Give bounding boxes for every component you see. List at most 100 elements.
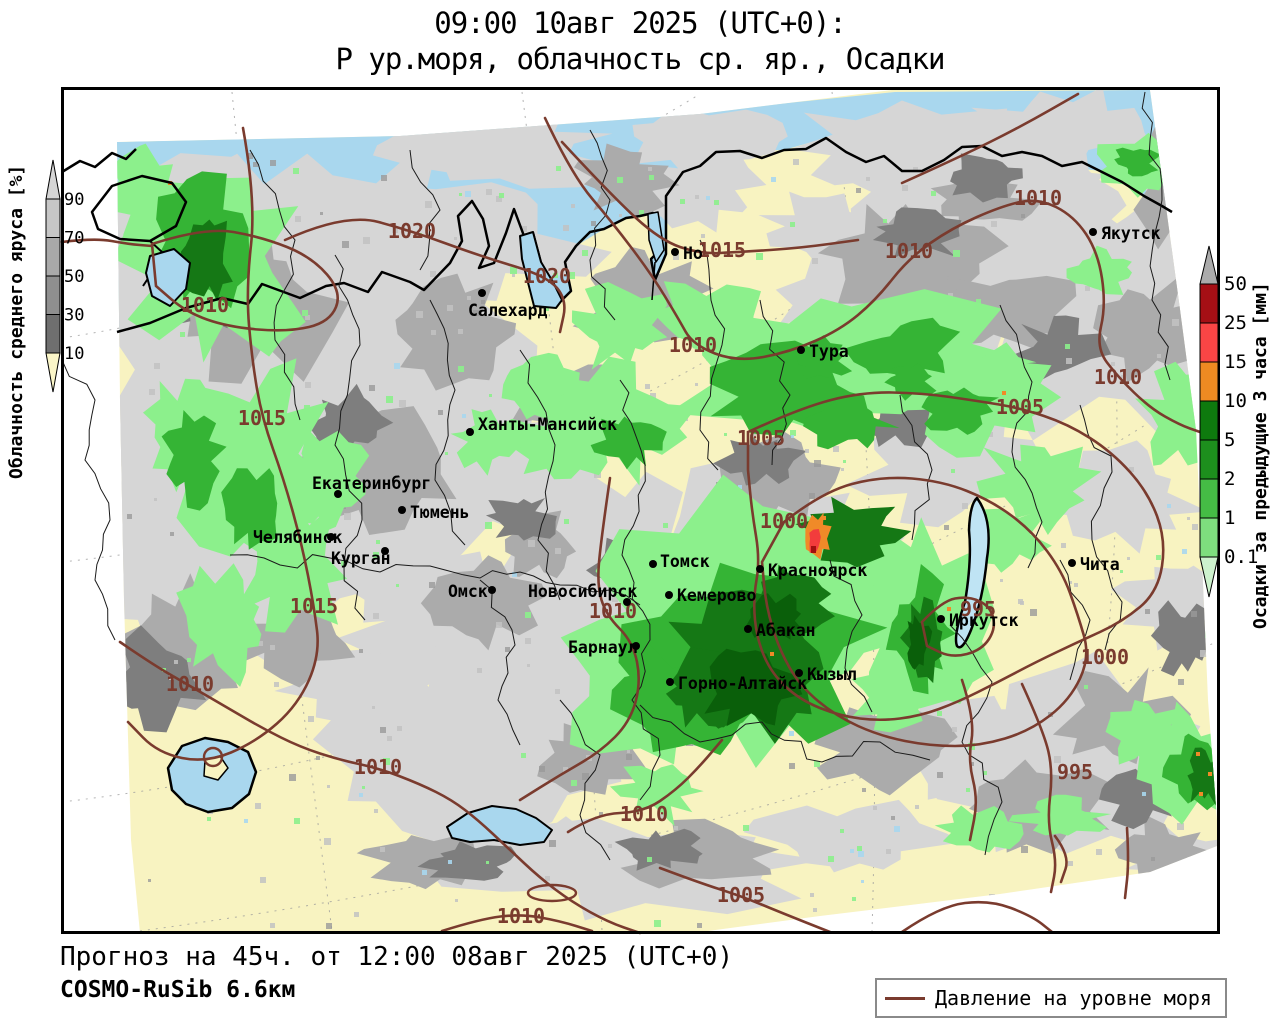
admin-boundary — [249, 149, 301, 421]
city-dot — [795, 669, 803, 677]
city-label: Якутск — [1101, 224, 1161, 243]
colorbar-tick: 70 — [64, 229, 84, 249]
city-barnaul: Барнаул — [568, 638, 640, 657]
precip-layer-darkest — [704, 593, 933, 727]
city-label: Тюмень — [410, 503, 470, 522]
city-label: Кызыл — [807, 665, 857, 684]
isobar-line — [658, 866, 832, 934]
model-name-text: COSMO-RuSib 6.6км — [60, 977, 296, 1003]
city-label: Тура — [809, 342, 849, 361]
city-kurgan: Курган — [331, 547, 391, 568]
city-chita: Чита — [1068, 555, 1120, 574]
city-label: Новосибирск — [528, 582, 637, 601]
city-yakutsk: Якутск — [1089, 224, 1161, 243]
city-chelyabinsk: Челябинск — [253, 528, 342, 547]
isobar-label: 1005 — [737, 426, 785, 450]
admin-boundary — [229, 554, 641, 606]
isobar-label: 1000 — [1081, 645, 1129, 669]
colorbar-arrow-down — [45, 352, 61, 393]
pressure-line-swatch — [885, 996, 925, 1000]
city-norilsk: Но — [671, 244, 703, 263]
coastline — [61, 148, 137, 174]
isobar-line — [566, 738, 724, 834]
isobar-line — [1123, 826, 1130, 900]
city-dot — [649, 560, 657, 568]
admin-boundary — [479, 579, 521, 746]
admin-boundary — [1141, 91, 1171, 381]
admin-boundary — [61, 359, 116, 641]
city-tyumen: Тюмень — [398, 503, 470, 522]
city-label: Но — [683, 244, 703, 263]
admin-boundary — [559, 699, 611, 861]
admin-boundary — [949, 624, 1003, 856]
coastline — [519, 231, 563, 309]
city-label: Челябинск — [253, 528, 342, 547]
isobar-layer — [60, 92, 1202, 935]
isobar-label: 1010 — [354, 755, 402, 779]
city-label: Салехард — [468, 301, 548, 320]
city-tura: Тура — [797, 342, 849, 361]
city-ekaterinburg: Екатеринбург — [312, 474, 431, 498]
city-dot — [1089, 228, 1097, 236]
isobar-line — [920, 596, 996, 657]
colorbar-arrow-down — [1199, 556, 1219, 598]
isobar-line — [560, 140, 860, 255]
isobar-line — [746, 391, 1165, 722]
admin-boundary — [759, 299, 791, 466]
admin-boundary — [899, 394, 933, 541]
isobar-line — [283, 218, 566, 334]
admin-boundary — [589, 129, 616, 321]
city-dot — [671, 248, 679, 256]
isobar-line — [440, 914, 594, 933]
isobar-label: 1010 — [885, 239, 933, 263]
city-dot — [744, 625, 752, 633]
colorbar-tick: 0.1 — [1224, 546, 1258, 568]
isobar-label: 1015 — [238, 406, 286, 430]
isobar-line — [202, 746, 224, 768]
isobar-line — [543, 116, 1202, 434]
city-label: Омск — [448, 582, 488, 601]
isobar-label: 1010 — [497, 904, 545, 928]
colorbar-arrow-up — [1199, 245, 1219, 285]
admin-boundary — [1079, 404, 1123, 651]
graticule-line — [831, 91, 876, 932]
admin-boundary — [699, 239, 726, 471]
isobar-label: 1010 — [1094, 365, 1142, 389]
colorbar-tick: 90 — [64, 190, 84, 210]
city-dot — [632, 642, 640, 650]
pressure-legend: Давление на уровне моря — [875, 978, 1227, 1018]
pressure-legend-label: Давление на уровне моря — [935, 986, 1212, 1010]
colorbar-arrow-up — [45, 159, 61, 200]
city-label: Барнаул — [568, 638, 638, 657]
city-dot — [623, 598, 631, 606]
isobar-label: 1010 — [669, 333, 717, 357]
isobar-label: 1000 — [760, 509, 808, 533]
cloudiness-colorbar-title: Облачность среднего яруса [%] — [6, 164, 27, 480]
city-tomsk: Томск — [649, 552, 710, 571]
isobar-label: 995 — [960, 597, 996, 621]
forecast-init-text: Прогноз на 45ч. от 12:00 08авг 2025 (UTC… — [60, 942, 734, 972]
coastline — [145, 248, 191, 307]
city-label: Кемерово — [677, 586, 757, 605]
isobar-label: 1020 — [388, 219, 436, 243]
isobar-label: 1005 — [717, 883, 765, 907]
colorbar-segment — [45, 275, 61, 315]
city-label: Томск — [660, 552, 710, 571]
city-label: Красноярск — [768, 561, 867, 580]
coastline — [651, 261, 656, 301]
admin-boundary — [409, 149, 441, 271]
coastline — [647, 211, 665, 263]
city-label: Чита — [1080, 555, 1120, 574]
isobar-label: 1010 — [181, 293, 229, 317]
city-label: Ханты-Мансийск — [478, 415, 617, 434]
city-dot — [665, 591, 673, 599]
city-dot — [666, 678, 674, 686]
coastline — [954, 496, 990, 649]
city-krasnoyarsk: Красноярск — [756, 561, 867, 580]
isobar-label: 1010 — [620, 802, 668, 826]
colorbar-segment — [1199, 517, 1219, 558]
colorbar-tick: 2 — [1224, 468, 1235, 490]
isobar-line — [150, 229, 339, 332]
city-salekhard: Салехард — [468, 289, 548, 320]
